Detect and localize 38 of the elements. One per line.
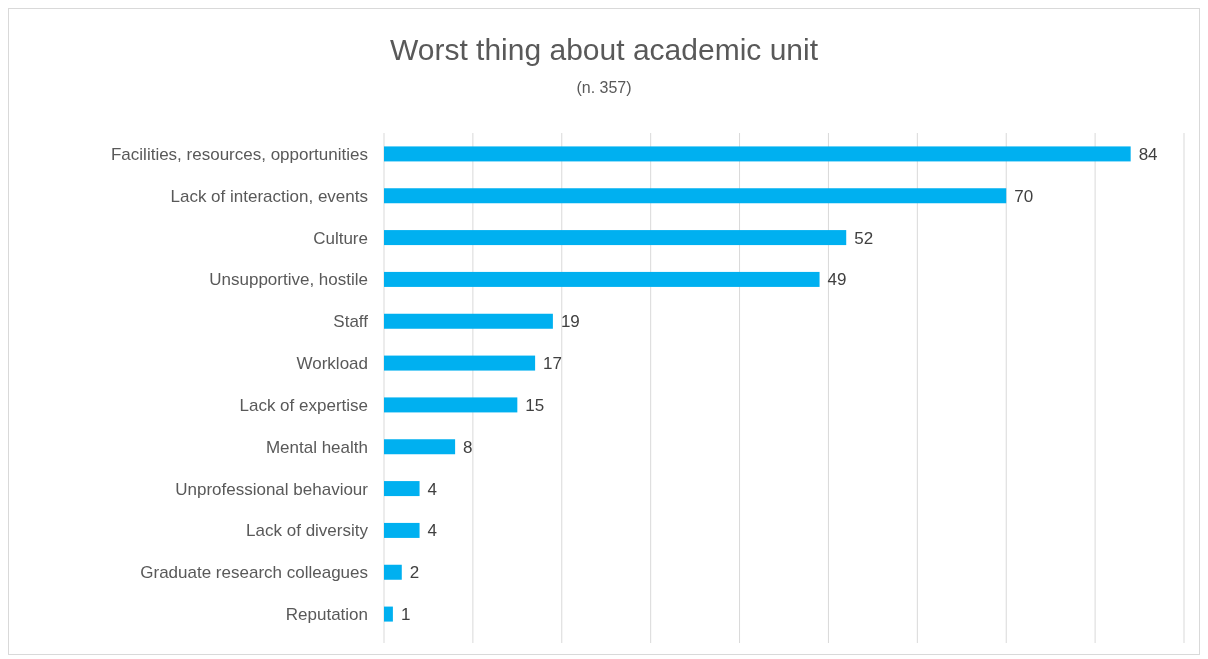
y-tick-label: Lack of expertise <box>239 395 368 415</box>
y-tick-label: Culture <box>313 228 368 248</box>
bar <box>384 564 402 580</box>
bar <box>384 146 1131 162</box>
bar <box>384 439 456 455</box>
bar <box>384 355 536 371</box>
data-label: 15 <box>525 395 545 415</box>
data-label: 70 <box>1014 186 1034 206</box>
y-tick-label: Reputation <box>285 605 368 625</box>
bar <box>384 188 1007 204</box>
y-tick-label: Mental health <box>265 437 368 457</box>
bar <box>384 313 553 329</box>
data-label: 1 <box>400 605 411 625</box>
bar <box>384 481 420 497</box>
data-label: 52 <box>854 228 874 248</box>
chart-subtitle: (n. 357) <box>576 79 632 96</box>
bar <box>384 230 847 246</box>
y-tick-label: Workload <box>296 354 368 374</box>
y-tick-label: Graduate research colleagues <box>140 563 368 583</box>
data-label: 4 <box>427 479 438 499</box>
y-tick-label: Facilities, resources, opportunities <box>110 144 368 164</box>
chart-title: Worst thing about academic unit <box>389 33 819 66</box>
y-tick-label: Unsupportive, hostile <box>209 270 368 290</box>
data-label: 2 <box>409 563 420 583</box>
data-label: 4 <box>427 521 438 541</box>
bar <box>384 271 820 287</box>
y-tick-label: Unprofessional behaviour <box>175 479 369 499</box>
data-label: 8 <box>463 437 473 457</box>
bar <box>384 606 393 622</box>
data-label: 17 <box>543 354 563 374</box>
y-tick-label: Staff <box>333 312 369 332</box>
bar <box>384 522 420 538</box>
data-label: 49 <box>827 270 847 290</box>
bar <box>384 397 518 413</box>
y-tick-label: Lack of interaction, events <box>170 186 368 206</box>
data-label: 84 <box>1138 144 1158 164</box>
y-tick-label: Lack of diversity <box>246 521 369 541</box>
data-label: 19 <box>560 312 580 332</box>
